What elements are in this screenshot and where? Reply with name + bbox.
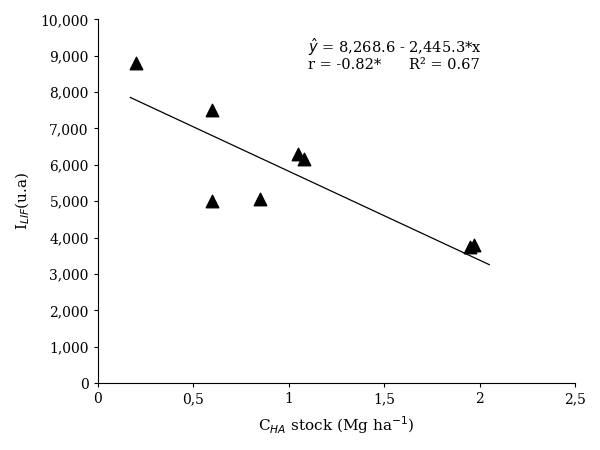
Text: $\hat{y}$ = 8,268.6 - 2,445.3*x: $\hat{y}$ = 8,268.6 - 2,445.3*x bbox=[308, 36, 482, 58]
X-axis label: C$_{HA}$ stock (Mg ha$^{-1}$): C$_{HA}$ stock (Mg ha$^{-1}$) bbox=[259, 414, 415, 436]
Point bbox=[208, 198, 217, 205]
Point bbox=[299, 156, 309, 163]
Point bbox=[466, 243, 475, 250]
Point bbox=[293, 150, 303, 158]
Text: r = -0.82*      R² = 0.67: r = -0.82* R² = 0.67 bbox=[308, 58, 479, 72]
Point bbox=[208, 107, 217, 114]
Point bbox=[469, 241, 479, 248]
Point bbox=[131, 59, 141, 67]
Y-axis label: I$_{LIF}$(u.a): I$_{LIF}$(u.a) bbox=[14, 172, 32, 230]
Point bbox=[256, 196, 265, 203]
